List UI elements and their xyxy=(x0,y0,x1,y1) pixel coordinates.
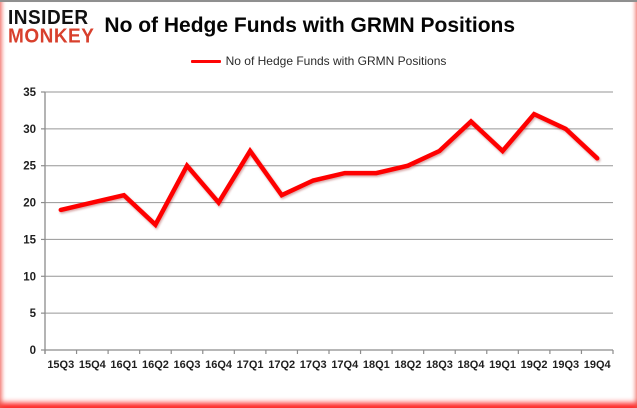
x-axis-label: 16Q1 xyxy=(110,359,137,371)
x-axis-label: 15Q4 xyxy=(79,359,107,371)
x-axis-label: 17Q2 xyxy=(268,359,295,371)
gridlines xyxy=(45,91,613,314)
legend-label: No of Hedge Funds with GRMN Positions xyxy=(225,54,447,68)
x-axis-label: 19Q2 xyxy=(521,359,548,371)
x-axis-label: 18Q1 xyxy=(363,359,390,371)
x-axis-label: 19Q1 xyxy=(489,359,516,371)
x-axis-label: 18Q3 xyxy=(426,359,453,371)
logo-line-insider: INSIDER xyxy=(8,6,89,30)
axis-labels: 0 5 10 15 20 25 30 35 15Q3 15Q4 16Q1 16Q2 16Q3 16Q4 17… xyxy=(23,87,611,371)
x-axis-label: 17Q1 xyxy=(237,359,264,371)
x-axis-label: 16Q4 xyxy=(205,359,233,371)
x-axis-label: 19Q4 xyxy=(584,359,612,371)
series-line xyxy=(58,111,600,229)
y-axis-label: 25 xyxy=(23,161,36,173)
series-lines xyxy=(58,111,600,229)
y-axis-label: 5 xyxy=(30,308,37,320)
chart-header: INSIDER MONKEY No of Hedge Funds with GR… xyxy=(8,6,516,49)
y-axis-label: 35 xyxy=(23,87,36,99)
axes xyxy=(41,91,614,354)
x-axis-label: 18Q4 xyxy=(458,359,486,371)
x-axis-label: 17Q4 xyxy=(331,359,359,371)
insider-monkey-logo: INSIDER MONKEY xyxy=(8,6,95,49)
y-axis-label: 15 xyxy=(23,234,36,246)
x-axis-label: 15Q3 xyxy=(47,359,74,371)
y-axis-label: 10 xyxy=(23,271,36,283)
x-axis-label: 18Q2 xyxy=(394,359,421,371)
y-axis-label: 30 xyxy=(23,124,36,136)
x-axis-label: 16Q2 xyxy=(142,359,169,371)
chart-legend: No of Hedge Funds with GRMN Positions xyxy=(0,54,637,68)
chart-title: No of Hedge Funds with GRMN Positions xyxy=(104,14,516,37)
y-axis-label: 20 xyxy=(23,198,36,210)
x-axis-label: 19Q3 xyxy=(552,359,579,371)
x-axis-label: 17Q3 xyxy=(300,359,327,371)
logo-line-monkey: MONKEY xyxy=(8,25,95,49)
y-axis-label: 0 xyxy=(30,345,36,357)
legend-line-marker xyxy=(190,59,221,63)
x-axis-label: 16Q3 xyxy=(174,359,201,371)
